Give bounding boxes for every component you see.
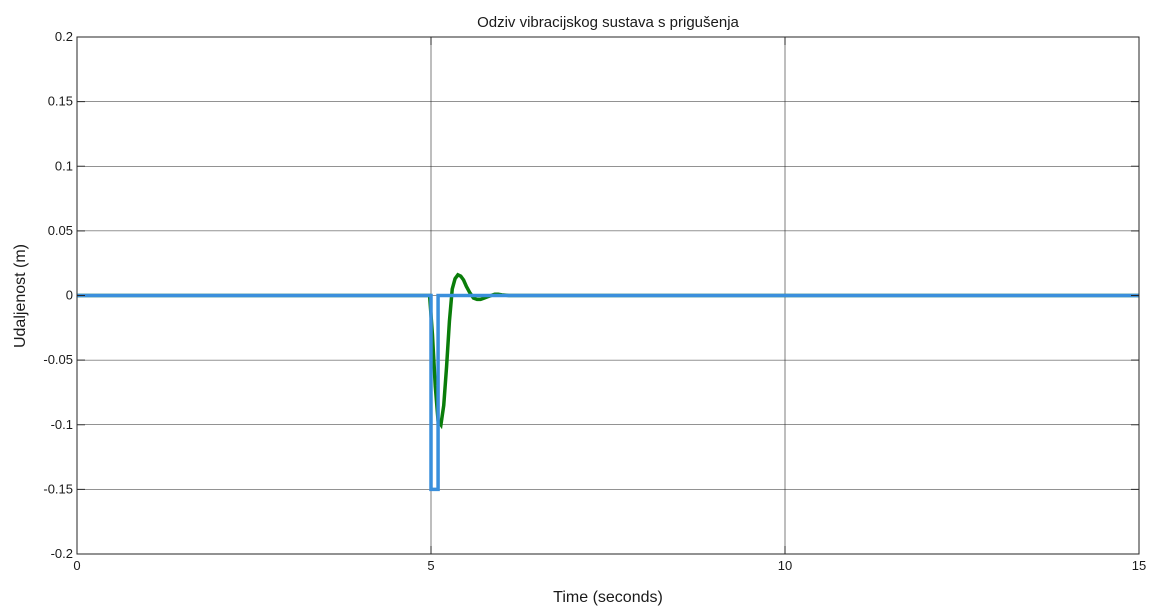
y-tick-label: -0.1 [51,417,73,432]
y-tick-label: 0 [66,288,73,303]
series-layer [77,272,1139,492]
y-tick-label: 0.15 [48,94,73,109]
y-tick-label: -0.05 [43,352,73,367]
x-tick-label: 5 [427,558,434,573]
series-line-2 [77,293,1139,492]
y-tick-label: 0.2 [55,29,73,44]
x-tick-label: 0 [73,558,80,573]
y-tick-label: -0.15 [43,481,73,496]
x-axis-label: Time (seconds) [553,589,663,606]
y-tick-label: 0.05 [48,223,73,238]
x-tick-label: 10 [778,558,792,573]
y-tick-label: -0.2 [51,546,73,561]
x-tick-label: 15 [1132,558,1146,573]
y-axis-label: Udaljenost (m) [12,244,29,348]
chart-title: Odziv vibracijskog sustava s prigušenja [477,14,739,31]
ticks: 0 5 10 15 -0.2 -0.15 -0.1 -0.05 0 0.05 0.1 0.15 0.2 [43,29,1146,573]
y-tick-label: 0.1 [55,158,73,173]
